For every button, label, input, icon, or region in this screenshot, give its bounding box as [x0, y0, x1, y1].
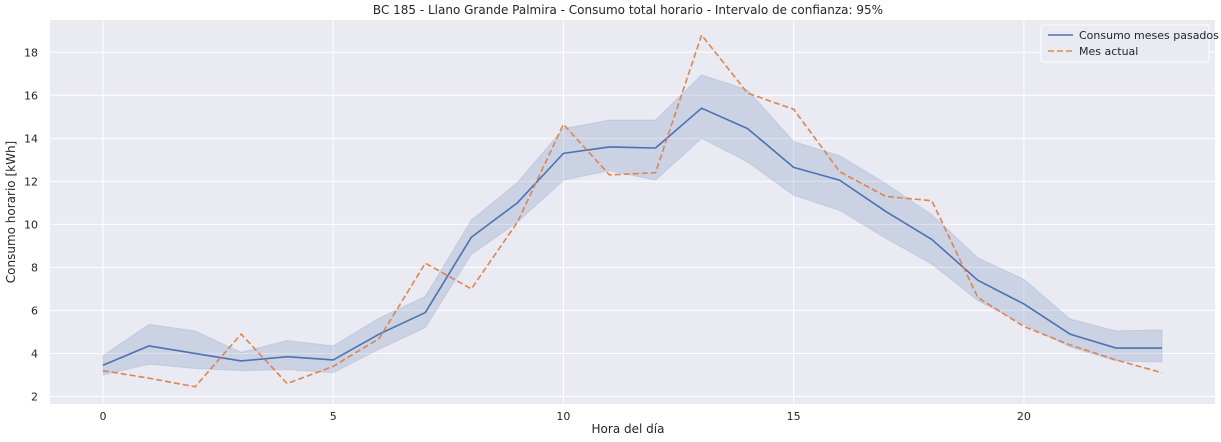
y-tick-label: 2	[31, 390, 38, 403]
y-tick-label: 10	[24, 218, 38, 231]
x-tick-label: 20	[1017, 410, 1031, 423]
series-lines-group	[102, 34, 1163, 388]
y-tick-label: 6	[31, 304, 38, 317]
legend-label-mes-actual: Mes actual	[1079, 45, 1138, 58]
x-tick-label: 5	[330, 410, 337, 423]
y-axis-label: Consumo horario [kWh]	[4, 141, 18, 283]
y-tick-label: 18	[24, 46, 38, 59]
x-tick-label: 10	[556, 410, 570, 423]
x-axis-label: Hora del día	[592, 422, 665, 436]
y-tick-labels: 2 4 6 8 10 12 14 16 18	[24, 46, 38, 403]
x-tick-labels: 0 5 10 15 20	[99, 410, 1030, 423]
confidence-band	[102, 74, 1163, 376]
series-line-mes-actual	[102, 34, 1163, 388]
legend-label-consumo-meses-pasados: Consumo meses pasados	[1079, 29, 1219, 42]
grid-lines	[50, 20, 1215, 404]
chart-title: BC 185 - Llano Grande Palmira - Consumo …	[373, 3, 883, 17]
y-tick-label: 8	[31, 261, 38, 274]
series-line-consumo-meses-pasados	[102, 107, 1163, 367]
x-tick-label: 0	[99, 410, 106, 423]
y-tick-label: 16	[24, 89, 38, 102]
x-tick-label: 15	[787, 410, 801, 423]
legend-box	[1040, 24, 1210, 63]
y-tick-label: 14	[24, 132, 38, 145]
plot-area	[50, 20, 1215, 404]
confidence-band-group	[102, 74, 1163, 376]
y-tick-label: 12	[24, 175, 38, 188]
legend: Consumo meses pasados Mes actual	[1040, 24, 1219, 63]
y-tick-label: 4	[31, 347, 38, 360]
